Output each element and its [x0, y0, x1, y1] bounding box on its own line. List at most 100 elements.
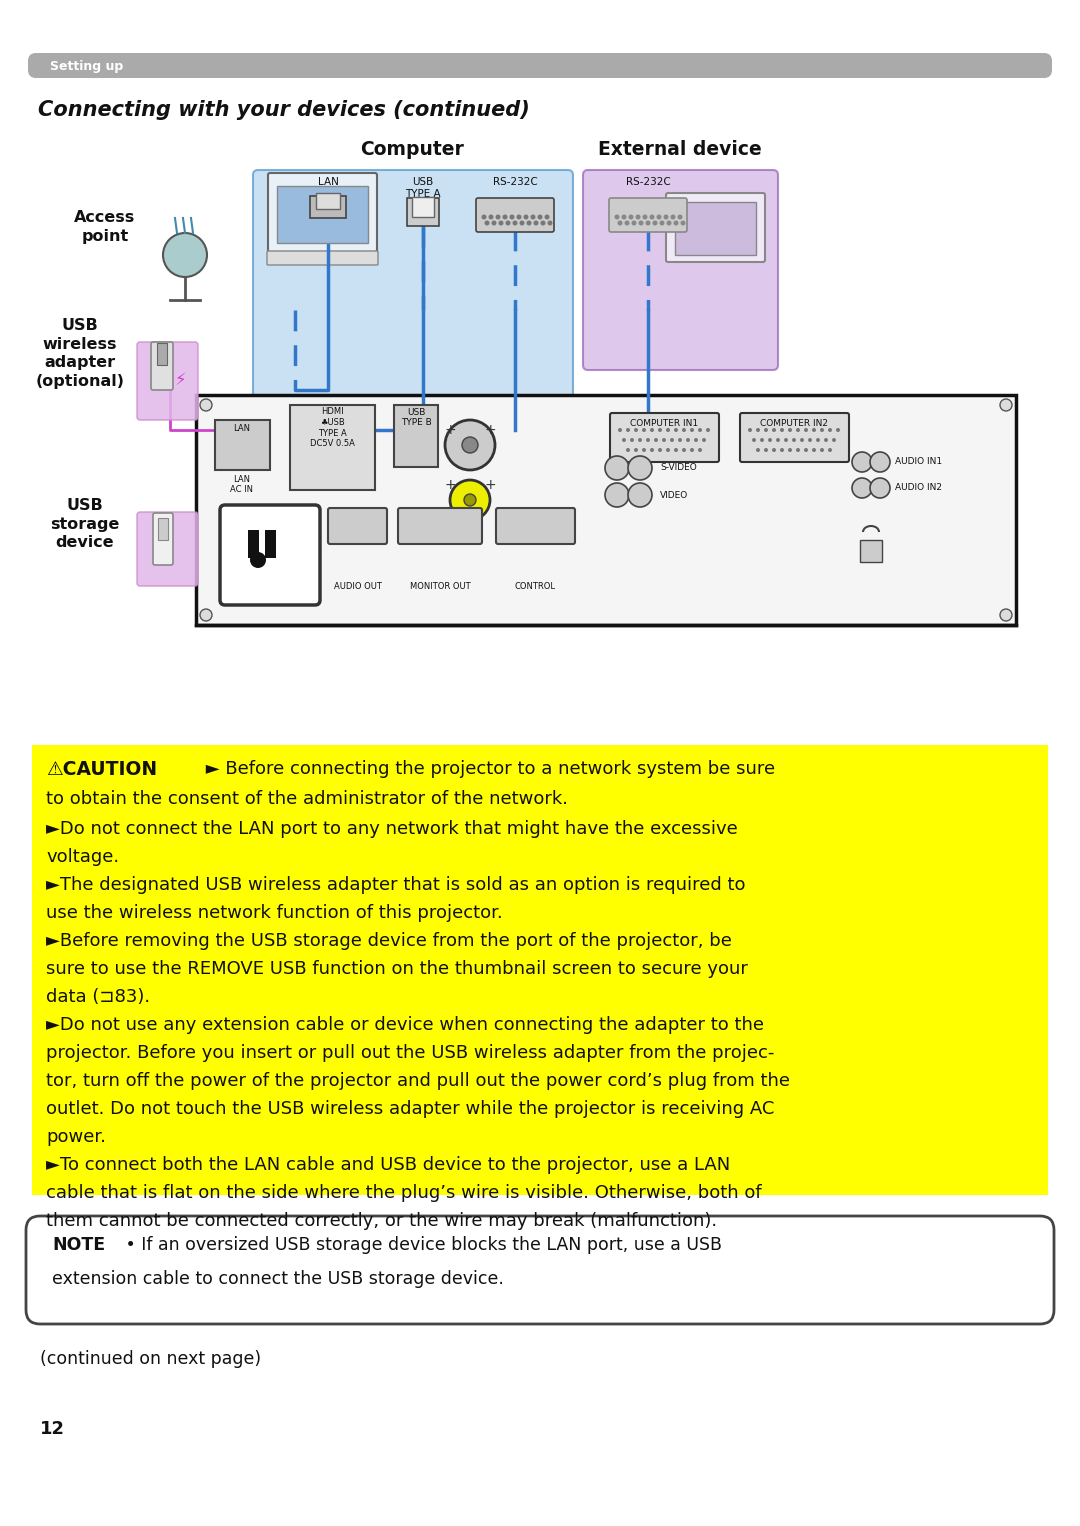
Text: USB
TYPE A: USB TYPE A [405, 177, 441, 198]
FancyBboxPatch shape [268, 172, 377, 252]
FancyBboxPatch shape [151, 342, 173, 391]
Text: them cannot be connected correctly, or the wire may break (malfunction).: them cannot be connected correctly, or t… [46, 1212, 717, 1230]
Bar [157, 343, 167, 365]
FancyBboxPatch shape [496, 508, 575, 543]
Circle shape [513, 220, 517, 226]
Bar [407, 198, 438, 226]
Circle shape [605, 484, 629, 507]
FancyBboxPatch shape [328, 508, 387, 543]
Text: Connecting with your devices (continued): Connecting with your devices (continued) [38, 101, 530, 121]
Circle shape [540, 220, 545, 226]
Bar [860, 540, 882, 562]
Bar [215, 420, 270, 470]
Circle shape [666, 427, 670, 432]
Circle shape [1000, 609, 1012, 621]
Text: sure to use the REMOVE USB function on the thumbnail screen to secure your: sure to use the REMOVE USB function on t… [46, 960, 747, 978]
Circle shape [627, 484, 652, 507]
Text: External device: External device [598, 140, 761, 159]
Circle shape [764, 449, 768, 452]
Text: 12: 12 [40, 1421, 65, 1437]
Circle shape [200, 609, 212, 621]
Circle shape [163, 233, 207, 278]
Circle shape [780, 449, 784, 452]
Circle shape [491, 220, 497, 226]
FancyBboxPatch shape [137, 513, 198, 586]
Circle shape [686, 438, 690, 443]
Circle shape [804, 449, 808, 452]
FancyBboxPatch shape [476, 198, 554, 232]
Text: CONTROL: CONTROL [514, 581, 555, 591]
Bar [158, 517, 168, 540]
Bar [291, 404, 375, 490]
Circle shape [870, 478, 890, 497]
Text: COMPUTER IN2: COMPUTER IN2 [760, 420, 828, 427]
Circle shape [820, 449, 824, 452]
Text: power.: power. [46, 1128, 106, 1146]
Circle shape [510, 215, 514, 220]
Circle shape [702, 438, 706, 443]
FancyBboxPatch shape [666, 192, 765, 262]
Circle shape [621, 215, 626, 220]
Text: ►Do not connect the LAN port to any network that might have the excessive: ►Do not connect the LAN port to any netw… [46, 819, 738, 838]
Circle shape [524, 215, 528, 220]
Circle shape [519, 220, 525, 226]
Circle shape [544, 215, 550, 220]
Text: +: + [484, 423, 496, 436]
Circle shape [784, 438, 788, 443]
Circle shape [638, 220, 644, 226]
Circle shape [482, 215, 486, 220]
Circle shape [662, 438, 666, 443]
Circle shape [674, 220, 678, 226]
Circle shape [530, 215, 536, 220]
Circle shape [852, 478, 872, 497]
Circle shape [654, 438, 658, 443]
Text: ►Before removing the USB storage device from the port of the projector, be: ►Before removing the USB storage device … [46, 932, 732, 951]
Text: ►The designated USB wireless adapter that is sold as an option is required to: ►The designated USB wireless adapter tha… [46, 876, 745, 894]
Circle shape [772, 449, 777, 452]
Text: to obtain the consent of the administrator of the network.: to obtain the consent of the administrat… [46, 790, 568, 807]
FancyBboxPatch shape [253, 169, 573, 400]
Text: • If an oversized USB storage device blocks the LAN port, use a USB: • If an oversized USB storage device blo… [120, 1236, 723, 1254]
Text: voltage.: voltage. [46, 848, 119, 865]
Circle shape [618, 427, 622, 432]
Circle shape [824, 438, 828, 443]
Circle shape [450, 481, 490, 520]
Circle shape [642, 449, 646, 452]
Circle shape [605, 456, 629, 481]
Circle shape [820, 427, 824, 432]
Bar [248, 530, 259, 559]
Text: AUDIO OUT: AUDIO OUT [334, 581, 382, 591]
Bar [195, 395, 1016, 626]
Circle shape [804, 427, 808, 432]
Circle shape [646, 438, 650, 443]
Circle shape [760, 438, 764, 443]
Text: ►To connect both the LAN cable and USB device to the projector, use a LAN: ►To connect both the LAN cable and USB d… [46, 1157, 730, 1173]
Circle shape [548, 220, 553, 226]
Circle shape [629, 215, 634, 220]
Text: AUDIO IN2: AUDIO IN2 [895, 484, 942, 493]
FancyBboxPatch shape [399, 508, 482, 543]
Text: outlet. Do not touch the USB wireless adapter while the projector is receiving A: outlet. Do not touch the USB wireless ad… [46, 1100, 774, 1119]
Circle shape [812, 427, 816, 432]
Circle shape [674, 449, 678, 452]
Circle shape [671, 215, 675, 220]
Circle shape [1000, 398, 1012, 410]
Circle shape [681, 449, 686, 452]
Circle shape [626, 449, 630, 452]
Text: extension cable to connect the USB storage device.: extension cable to connect the USB stora… [52, 1270, 504, 1288]
Text: data (⊐83).: data (⊐83). [46, 987, 150, 1006]
Text: RS-232C: RS-232C [492, 177, 538, 188]
Circle shape [870, 452, 890, 472]
FancyBboxPatch shape [153, 513, 173, 565]
Circle shape [464, 494, 476, 507]
Circle shape [800, 438, 804, 443]
Circle shape [615, 215, 620, 220]
Circle shape [674, 427, 678, 432]
Bar [316, 192, 340, 209]
Text: COMPUTER IN1: COMPUTER IN1 [630, 420, 698, 427]
Circle shape [788, 427, 792, 432]
Circle shape [660, 220, 664, 226]
Circle shape [626, 427, 630, 432]
Circle shape [780, 427, 784, 432]
Circle shape [772, 427, 777, 432]
